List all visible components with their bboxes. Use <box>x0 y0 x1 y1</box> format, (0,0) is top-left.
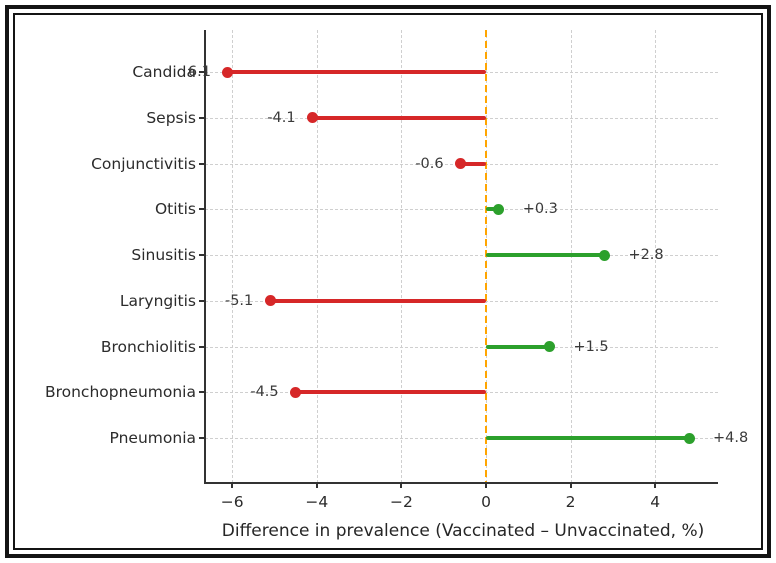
value-label: -5.1 <box>224 292 254 309</box>
y-gridline <box>205 438 718 439</box>
value-label: +1.5 <box>573 338 609 355</box>
stem-line <box>486 207 499 212</box>
value-label: +4.8 <box>713 430 749 446</box>
x-tick-mark <box>654 483 657 488</box>
x-tick-label: −4 <box>305 493 329 511</box>
category-label: Conjunctivitis <box>91 154 196 173</box>
y-tick-mark <box>199 391 204 394</box>
value-label: +2.8 <box>628 247 664 263</box>
category-label: Pneumonia <box>109 429 196 447</box>
x-tick-mark <box>400 483 403 488</box>
stem-marker <box>307 112 319 124</box>
stem-line <box>460 161 486 166</box>
stem-marker <box>455 158 467 169</box>
stem-marker <box>290 386 302 398</box>
x-gridline <box>316 30 318 483</box>
stem-line <box>312 115 486 120</box>
y-tick-mark <box>199 345 204 348</box>
value-label: +0.3 <box>522 201 558 218</box>
x-tick-label: −2 <box>389 493 413 511</box>
category-label: Bronchiolitis <box>100 337 196 356</box>
y-tick-mark <box>199 208 204 211</box>
stem-marker <box>493 203 505 215</box>
category-label: Sepsis <box>146 108 196 127</box>
stem-line <box>486 253 605 257</box>
y-gridline <box>205 255 718 256</box>
y-tick-mark <box>199 299 204 302</box>
category-label: Otitis <box>154 200 196 219</box>
x-gridline <box>401 30 403 483</box>
x-tick-mark <box>485 483 487 488</box>
value-label: -0.6 <box>415 155 444 172</box>
x-tick-label: −6 <box>220 493 244 511</box>
x-axis-label: Difference in prevalence (Vaccinated – U… <box>221 521 705 541</box>
y-tick-mark <box>199 162 204 165</box>
category-label: Laryngitis <box>119 291 196 310</box>
stem-marker <box>543 341 555 352</box>
value-label: -4.1 <box>267 109 296 126</box>
x-axis-spine <box>204 482 718 484</box>
category-label: Sinusitis <box>131 246 196 264</box>
x-tick-mark <box>569 483 572 488</box>
stem-marker <box>598 249 610 261</box>
x-tick-mark <box>315 483 318 488</box>
y-tick-mark <box>199 437 204 439</box>
stem-line <box>486 344 550 349</box>
stem-line <box>295 390 486 395</box>
stem-line <box>486 436 690 440</box>
x-gridline <box>655 30 657 483</box>
stem-marker <box>683 432 695 444</box>
stem-marker <box>264 295 276 307</box>
y-gridline <box>205 209 718 211</box>
category-label: Candida <box>132 63 196 81</box>
x-tick-label: 0 <box>481 493 491 511</box>
x-tick-label: 2 <box>565 493 576 511</box>
stem-line <box>227 70 486 74</box>
y-axis-spine <box>204 30 206 483</box>
y-gridline <box>205 346 718 348</box>
value-label: -4.5 <box>250 384 279 401</box>
y-tick-mark <box>199 116 204 119</box>
stem-marker <box>222 66 234 78</box>
x-gridline <box>232 30 234 483</box>
x-tick-mark <box>231 483 234 488</box>
stem-line <box>270 298 486 303</box>
x-tick-label: 4 <box>650 493 661 511</box>
value-label: 6.1 <box>187 64 211 80</box>
y-tick-mark <box>199 71 204 73</box>
category-label: Bronchopneumonia <box>44 383 196 402</box>
y-tick-mark <box>199 254 204 256</box>
